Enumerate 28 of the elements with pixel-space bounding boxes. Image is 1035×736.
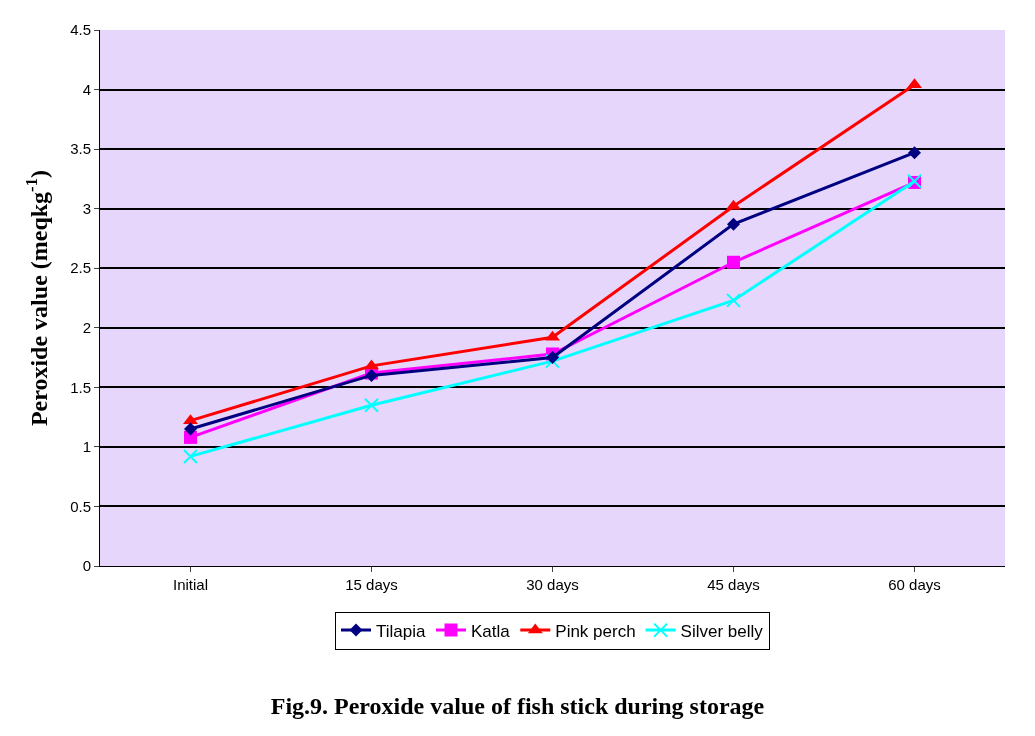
y-tick-label: 4.5: [70, 21, 91, 39]
point: [183, 448, 198, 464]
y-tick-label: 1.5: [70, 378, 91, 396]
point: [727, 255, 740, 269]
point: [546, 351, 559, 365]
point: [727, 217, 740, 231]
x-tick-label: Initial: [172, 576, 209, 593]
y-tick-label: 4: [82, 80, 91, 98]
x-tick-label: 60 days: [888, 576, 941, 593]
y-tick-label: 2.5: [70, 259, 91, 277]
y-tick-label: 2: [82, 319, 91, 337]
x-tick-label: 15 days: [345, 576, 398, 593]
point: [364, 397, 379, 413]
y-tick-label: 3.5: [70, 140, 91, 158]
legend-label: Tilapia: [376, 621, 426, 641]
x-tick-label: 45 days: [707, 576, 760, 593]
point: [908, 146, 921, 160]
y-tick-label: 0: [82, 557, 91, 575]
x-tick-label: 30 days: [526, 576, 579, 593]
y-tick-label: 0.5: [70, 497, 91, 515]
legend-label: Pink perch: [555, 621, 636, 641]
y-tick-label: 3: [82, 199, 91, 217]
legend-label: Silver belly: [680, 621, 764, 641]
point: [726, 292, 741, 308]
text: Fig.9. Peroxide value of fish stick during storage: [270, 692, 765, 719]
y-tick-label: 1: [82, 438, 91, 456]
point: [184, 422, 197, 436]
legend-label: Katla: [470, 621, 511, 641]
